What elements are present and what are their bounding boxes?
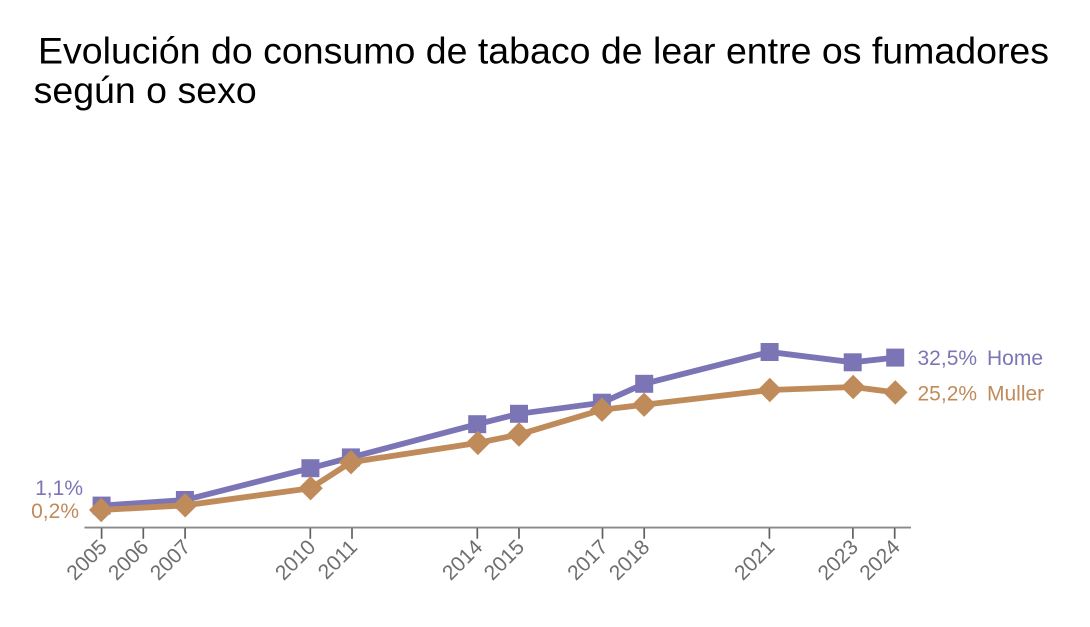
svg-text:Home: Home xyxy=(987,347,1043,370)
svg-text:1,1%: 1,1% xyxy=(35,477,83,500)
svg-text:0,2%: 0,2% xyxy=(31,500,79,523)
svg-text:según o sexo: según o sexo xyxy=(34,69,257,111)
svg-text:32,5%: 32,5% xyxy=(918,347,978,370)
svg-text:Muller: Muller xyxy=(987,383,1044,406)
svg-text:Evolución do consumo de tabaco: Evolución do consumo de tabaco de lear e… xyxy=(38,30,1049,72)
svg-text:25,2%: 25,2% xyxy=(918,383,978,406)
